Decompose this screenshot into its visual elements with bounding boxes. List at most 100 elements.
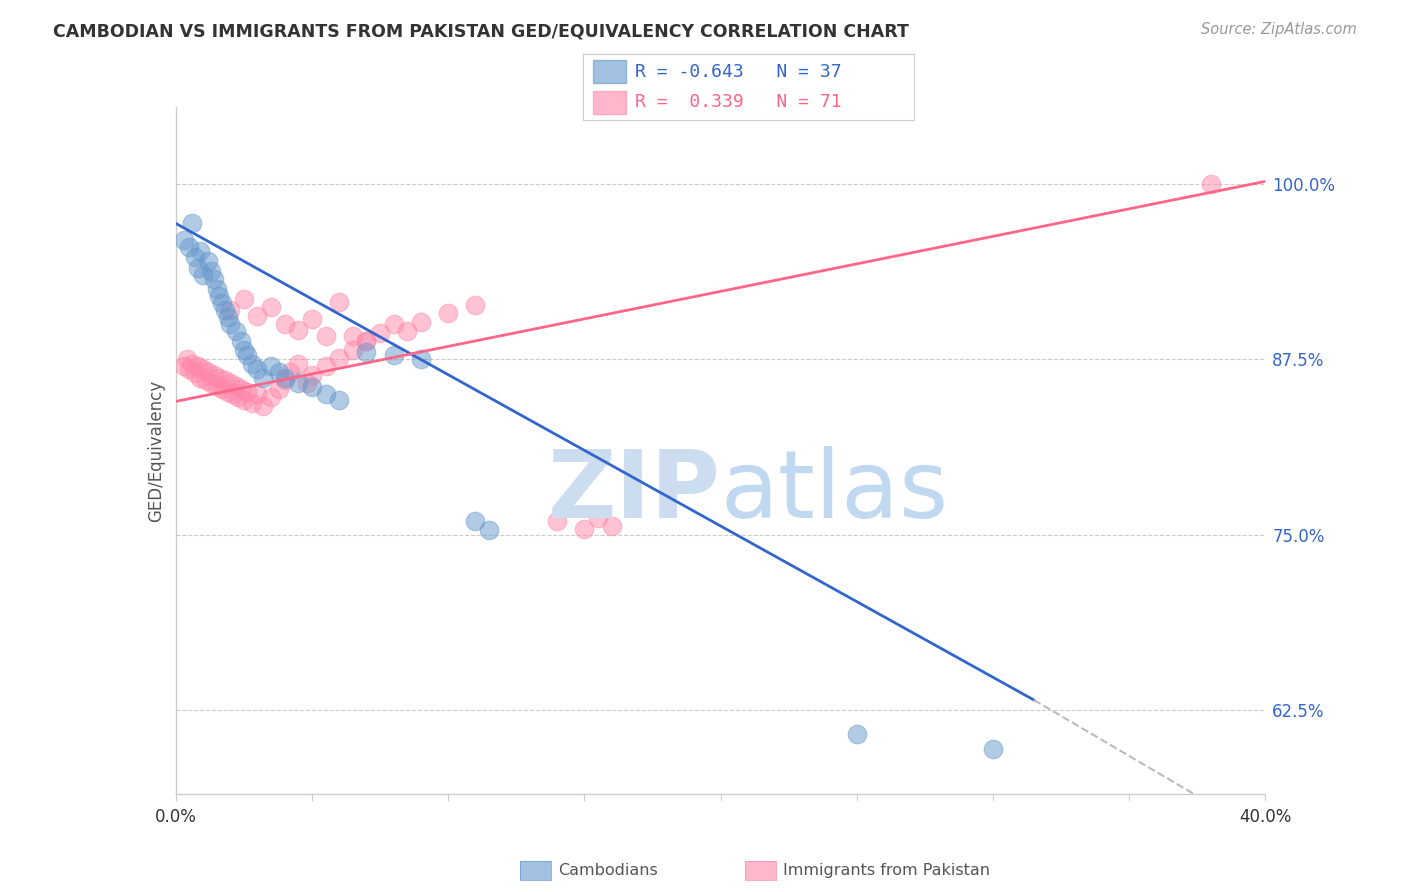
Text: R = -0.643   N = 37: R = -0.643 N = 37 — [634, 62, 841, 80]
Point — [222, 387, 245, 401]
Point — [301, 380, 323, 394]
Point — [176, 352, 198, 367]
Point — [274, 370, 297, 384]
Point — [200, 376, 222, 391]
Point — [260, 390, 283, 404]
Point — [342, 328, 364, 343]
Point — [315, 328, 337, 343]
Point — [546, 514, 568, 528]
Point — [246, 362, 269, 376]
Point — [240, 396, 263, 410]
Point — [194, 373, 217, 387]
Point — [356, 334, 378, 348]
Point — [179, 240, 201, 254]
Point — [246, 309, 269, 323]
Point — [464, 298, 486, 312]
Point — [186, 261, 209, 276]
Point — [328, 392, 350, 407]
Point — [205, 379, 228, 393]
Point — [214, 303, 236, 318]
Point — [478, 524, 501, 538]
Point — [217, 310, 239, 325]
Point — [315, 387, 337, 401]
Y-axis label: GED/Equivalency: GED/Equivalency — [146, 379, 165, 522]
Point — [287, 357, 309, 371]
Point — [231, 334, 253, 348]
Point — [396, 324, 419, 338]
Point — [208, 370, 231, 384]
Point — [845, 726, 868, 740]
Point — [211, 382, 233, 396]
Text: atlas: atlas — [721, 446, 949, 538]
Point — [173, 233, 195, 247]
Point — [328, 351, 350, 365]
Point — [219, 303, 242, 318]
Point — [191, 362, 214, 376]
Point — [981, 742, 1004, 756]
Point — [252, 370, 274, 384]
Text: Source: ZipAtlas.com: Source: ZipAtlas.com — [1201, 22, 1357, 37]
Point — [184, 367, 207, 381]
Point — [382, 318, 405, 332]
Point — [382, 348, 405, 362]
Point — [186, 359, 209, 374]
Point — [232, 292, 254, 306]
Point — [217, 384, 239, 399]
Point — [173, 359, 195, 374]
Point — [179, 362, 201, 376]
Point — [437, 306, 460, 320]
Point — [586, 510, 609, 524]
Text: CAMBODIAN VS IMMIGRANTS FROM PAKISTAN GED/EQUIVALENCY CORRELATION CHART: CAMBODIAN VS IMMIGRANTS FROM PAKISTAN GE… — [53, 22, 910, 40]
Point — [202, 368, 225, 382]
Point — [368, 326, 391, 340]
Point — [356, 334, 378, 348]
Point — [219, 376, 242, 391]
Point — [200, 264, 222, 278]
Point — [219, 318, 242, 332]
Point — [252, 399, 274, 413]
Text: ZIP: ZIP — [548, 446, 721, 538]
Point — [1199, 177, 1222, 191]
Point — [328, 294, 350, 309]
Bar — [593, 91, 627, 114]
Point — [295, 376, 318, 391]
Point — [184, 250, 207, 264]
Point — [301, 311, 323, 326]
Point — [181, 216, 204, 230]
Point — [232, 343, 254, 357]
Point — [232, 392, 254, 407]
Point — [409, 352, 432, 367]
Point — [231, 382, 253, 396]
Point — [274, 318, 297, 332]
Point — [600, 519, 623, 533]
Point — [188, 244, 211, 259]
Point — [287, 376, 309, 391]
Text: Cambodians: Cambodians — [558, 863, 658, 878]
Point — [240, 357, 263, 371]
Point — [214, 373, 236, 387]
Point — [197, 365, 219, 379]
Point — [342, 343, 364, 357]
Point — [197, 254, 219, 268]
Point — [225, 324, 247, 338]
Point — [269, 365, 291, 379]
Point — [278, 365, 301, 379]
Point — [246, 387, 269, 401]
Point — [225, 379, 247, 393]
Text: Immigrants from Pakistan: Immigrants from Pakistan — [783, 863, 990, 878]
Point — [287, 323, 309, 337]
Text: R =  0.339   N = 71: R = 0.339 N = 71 — [634, 94, 841, 112]
Point — [191, 268, 214, 283]
Point — [315, 359, 337, 374]
Point — [269, 382, 291, 396]
Point — [208, 289, 231, 303]
Point — [260, 359, 283, 374]
Point — [181, 357, 204, 371]
Bar — [593, 61, 627, 83]
Point — [301, 368, 323, 382]
Point — [464, 514, 486, 528]
Point — [356, 345, 378, 359]
Point — [205, 282, 228, 296]
Point — [260, 301, 283, 315]
Point — [274, 373, 297, 387]
